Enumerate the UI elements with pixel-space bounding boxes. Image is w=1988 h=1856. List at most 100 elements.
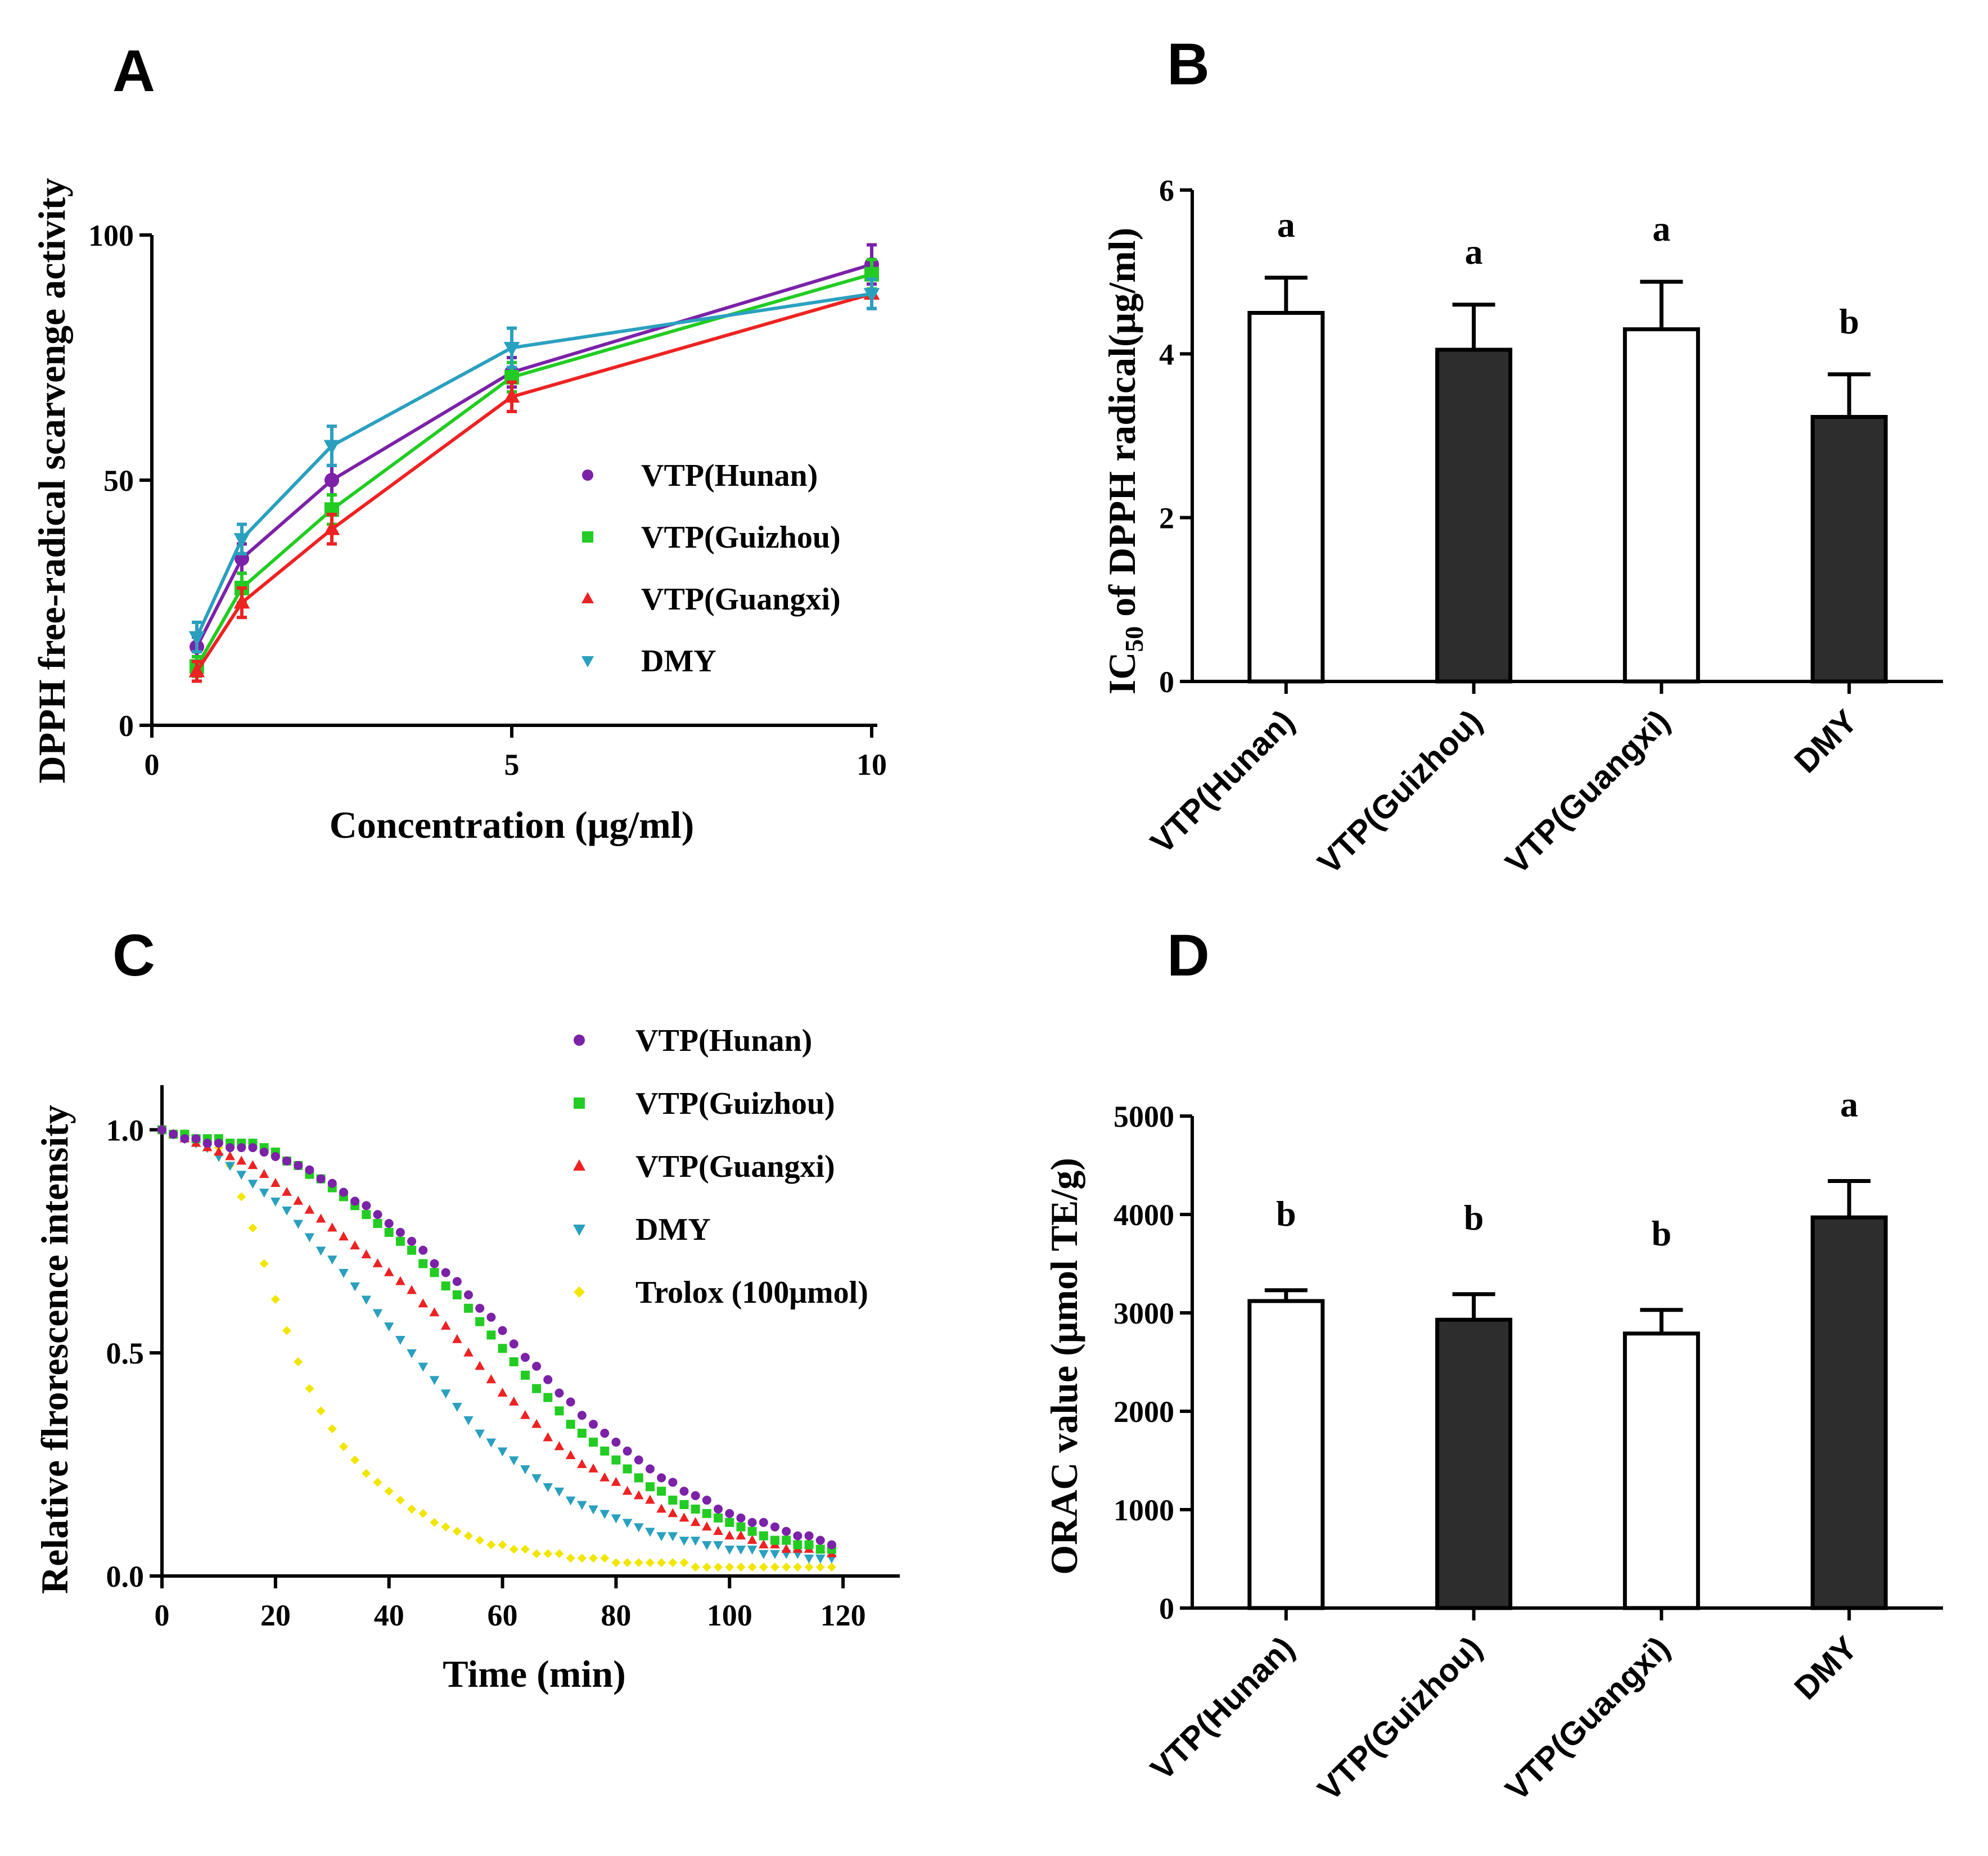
panel-c-point-guizhou bbox=[747, 1527, 757, 1536]
panel-c-point-hunan bbox=[509, 1339, 519, 1349]
panel-c-point-trolox bbox=[747, 1563, 757, 1572]
panel-c-point-guizhou bbox=[373, 1219, 382, 1229]
panel-c-point-trolox bbox=[555, 1549, 564, 1559]
panel-c-point-hunan bbox=[747, 1518, 757, 1527]
panel-c-legend-marker bbox=[573, 1159, 585, 1171]
panel-b-y-axis-title: IC50 of DPPH radical(μg/ml) bbox=[1101, 228, 1148, 695]
panel-c-point-trolox bbox=[623, 1558, 632, 1568]
panel-c-point-guizhou bbox=[679, 1500, 689, 1510]
panel-a-legend-marker bbox=[582, 469, 593, 481]
panel-a-data-point bbox=[188, 662, 205, 678]
panel-c-point-hunan bbox=[815, 1536, 825, 1545]
panel-c-point-guizhou bbox=[418, 1259, 428, 1268]
panel-c-point-guangxi bbox=[372, 1258, 383, 1267]
panel-c-point-guangxi bbox=[395, 1276, 405, 1285]
panel-c-point-trolox bbox=[679, 1558, 689, 1568]
panel-c-point-guizhou bbox=[634, 1473, 643, 1483]
panel-d-y-tick-label: 2000 bbox=[1114, 1395, 1174, 1429]
panel-c-point-hunan bbox=[577, 1411, 587, 1420]
panel-d-bar bbox=[1622, 1331, 1700, 1610]
panel-c-point-guangxi bbox=[622, 1485, 633, 1495]
panel-c-point-hunan bbox=[316, 1174, 326, 1184]
panel-c-point-guizhou bbox=[589, 1437, 598, 1447]
panel-c-point-guizhou bbox=[793, 1540, 803, 1550]
panel-c-point-guangxi bbox=[565, 1450, 576, 1460]
panel-c-point-guizhou bbox=[463, 1303, 473, 1313]
panel-d-category-label: DMY bbox=[1787, 1629, 1864, 1706]
panel-a-y-tick-label: 100 bbox=[88, 219, 134, 252]
panel-a-legend-label: VTP(Guizhou) bbox=[641, 520, 841, 555]
panel-c-point-guangxi bbox=[531, 1419, 542, 1428]
panel-d-bar bbox=[1435, 1317, 1513, 1610]
panel-c-x-tick-label: 120 bbox=[821, 1598, 866, 1632]
panel-c-point-hunan bbox=[248, 1143, 258, 1153]
panel-b-y-axis-title-main: IC bbox=[1101, 652, 1143, 695]
panel-c-y-tick-label: 0.5 bbox=[106, 1336, 145, 1370]
panel-c-point-dmy bbox=[508, 1456, 519, 1466]
panel-c-point-hunan bbox=[327, 1178, 337, 1188]
panel-a-data-point bbox=[323, 520, 340, 535]
panel-c-point-dmy bbox=[599, 1510, 610, 1519]
panel-d-category-label: VTP(Guangxi) bbox=[1498, 1629, 1676, 1808]
panel-c-point-guangxi bbox=[282, 1186, 292, 1196]
panel-c-point-dmy bbox=[543, 1483, 553, 1492]
panel-a-y-axis-title: DPPH free-radical scarvenge activity bbox=[30, 178, 73, 784]
panel-c-point-guangxi bbox=[736, 1530, 746, 1539]
panel-c-point-guangxi bbox=[611, 1476, 621, 1486]
panel-c-point-hunan bbox=[282, 1156, 292, 1166]
panel-c-point-trolox bbox=[804, 1563, 814, 1572]
panel-d-y-tick-label: 1000 bbox=[1114, 1493, 1174, 1527]
panel-c-point-guangxi bbox=[690, 1517, 701, 1527]
panel-b-y-tick-label: 0 bbox=[1159, 665, 1174, 699]
panel-c-point-trolox bbox=[827, 1563, 836, 1572]
panel-c-point-guizhou bbox=[668, 1496, 678, 1505]
panel-c-point-dmy bbox=[304, 1233, 315, 1243]
panel-c-point-guizhou bbox=[430, 1268, 439, 1277]
panel-a-axes: 0 50 100 0 5 10 bbox=[88, 219, 887, 782]
panel-c-point-guangxi bbox=[418, 1298, 429, 1308]
panel-c-point-dmy bbox=[565, 1496, 576, 1506]
panel-c-point-guizhou bbox=[691, 1504, 700, 1514]
panel-c-y-tick-label: 0.0 bbox=[106, 1560, 145, 1593]
panel-a-legend-marker bbox=[582, 531, 593, 543]
panel-c-point-hunan bbox=[418, 1245, 428, 1255]
panel-c-point-guizhou bbox=[452, 1290, 462, 1300]
panel-d-y-tick-label: 4000 bbox=[1114, 1198, 1174, 1232]
panel-a-data-point bbox=[863, 288, 880, 303]
panel-d-bar bbox=[1810, 1215, 1888, 1610]
panel-b: B 0 2 4 6 VTP(Hunan) VTP(Guizhou) VTP(Guangxi)… bbox=[1101, 31, 1943, 881]
panel-b-significance-letter: a bbox=[1277, 205, 1295, 245]
panel-c-point-hunan bbox=[202, 1139, 212, 1148]
panel-d-y-tick-label: 0 bbox=[1159, 1592, 1174, 1625]
panel-c-point-trolox bbox=[532, 1549, 542, 1559]
panel-c-point-guangxi bbox=[713, 1526, 723, 1536]
panel-c-legend-marker bbox=[574, 1035, 585, 1046]
panel-c-label: C bbox=[112, 923, 155, 988]
panel-c-point-guizhou bbox=[384, 1227, 394, 1237]
panel-c-point-guizhou bbox=[782, 1536, 791, 1545]
panel-a-x-tick-label: 0 bbox=[145, 748, 160, 782]
panel-d-category-label: VTP(Guizhou) bbox=[1311, 1629, 1489, 1808]
panel-c-point-dmy bbox=[724, 1545, 735, 1555]
panel-c-point-guizhou bbox=[498, 1344, 507, 1353]
panel-c-point-dmy bbox=[463, 1416, 474, 1425]
panel-b-y-axis-title-subscript: 50 bbox=[1120, 626, 1148, 652]
panel-c-point-dmy bbox=[225, 1162, 235, 1171]
panel-c-point-guangxi bbox=[554, 1441, 565, 1451]
panel-a-legend: VTP(Hunan) VTP(Guizhou) VTP(Guangxi) DMY bbox=[581, 458, 841, 679]
panel-c-point-guangxi bbox=[463, 1347, 474, 1357]
panel-c-point-hunan bbox=[169, 1130, 178, 1139]
panel-c-x-tick-label: 60 bbox=[488, 1598, 518, 1632]
panel-d-significance-letter: b bbox=[1276, 1194, 1296, 1234]
panel-c-point-hunan bbox=[793, 1531, 803, 1541]
panel-c-point-guangxi bbox=[225, 1151, 235, 1160]
panel-c-point-guangxi bbox=[361, 1249, 372, 1258]
panel-c-point-guizhou bbox=[577, 1429, 587, 1438]
panel-c-legend-label: DMY bbox=[635, 1212, 711, 1247]
panel-c-point-guangxi bbox=[747, 1534, 758, 1544]
panel-c-point-hunan bbox=[782, 1527, 791, 1536]
panel-c-legend-marker bbox=[574, 1286, 585, 1298]
panel-c-point-trolox bbox=[282, 1326, 292, 1335]
panel-c-point-guangxi bbox=[508, 1396, 519, 1406]
panel-b-y-axis-title-rest: of DPPH radical(μg/ml) bbox=[1101, 228, 1143, 626]
